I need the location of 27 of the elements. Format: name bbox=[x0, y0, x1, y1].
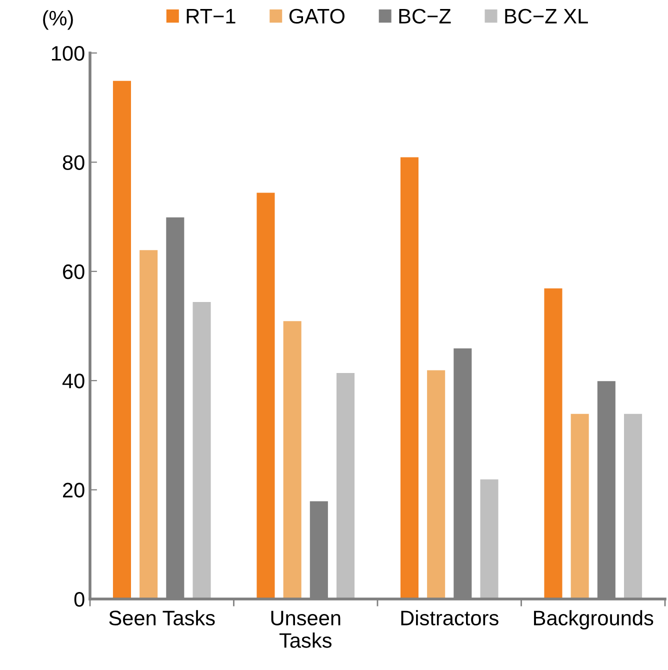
bar bbox=[112, 80, 132, 599]
x-tick-label: Unseen Tasks bbox=[271, 610, 340, 648]
x-tick-label: Backgrounds bbox=[534, 610, 654, 630]
x-tick-label: Distractors bbox=[401, 610, 498, 626]
bar bbox=[479, 478, 500, 599]
y-tick-label: 60 bbox=[63, 264, 84, 280]
y-tick-label: 0 bbox=[74, 592, 84, 607]
y-tick-label: 100 bbox=[52, 46, 84, 61]
bar bbox=[543, 287, 564, 599]
y-axis-title: (%) bbox=[43, 10, 73, 30]
bar bbox=[426, 369, 446, 599]
bar bbox=[570, 412, 590, 599]
bar bbox=[192, 300, 212, 599]
legend-label: BC−Z XL bbox=[505, 8, 588, 24]
x-tick-label: Seen Tasks bbox=[109, 610, 215, 626]
bar bbox=[335, 372, 356, 599]
bar bbox=[256, 192, 276, 599]
legend-label: GATO bbox=[289, 8, 345, 24]
legend-label: BC−Z bbox=[399, 8, 451, 24]
y-tick-label: 40 bbox=[62, 374, 84, 388]
bar bbox=[399, 156, 420, 599]
y-tick-label: 80 bbox=[62, 155, 84, 170]
legend-label: RT−1 bbox=[186, 9, 236, 24]
bar bbox=[622, 412, 644, 599]
bar bbox=[282, 320, 302, 599]
bar bbox=[138, 249, 159, 599]
y-tick-label: 20 bbox=[63, 482, 84, 498]
